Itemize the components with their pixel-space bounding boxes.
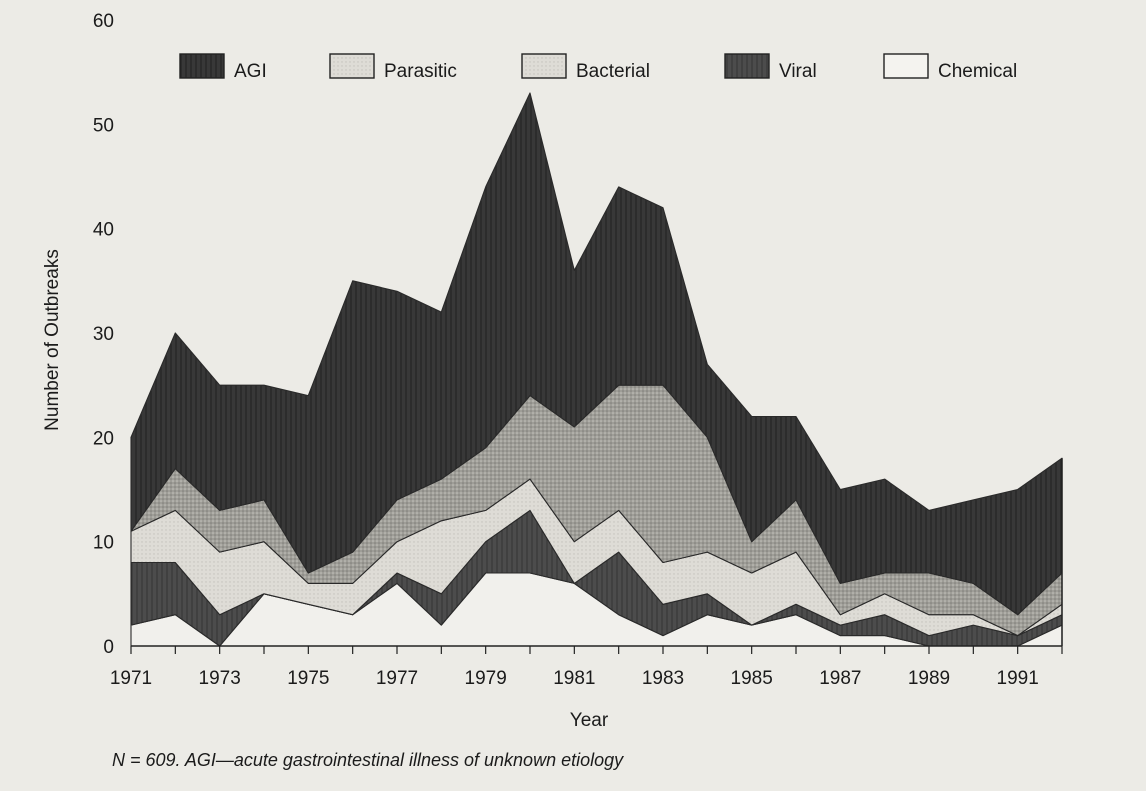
legend-item-parasitic: Parasitic [329, 53, 457, 82]
x-axis-label: Year [570, 710, 609, 731]
legend-label: AGI [234, 61, 267, 82]
legend-item-viral: Viral [724, 53, 817, 82]
x-tick-label: 1989 [908, 668, 950, 689]
y-tick-label: 50 [93, 115, 114, 136]
legend-swatch [179, 53, 225, 79]
legend-item-chemical: Chemical [883, 53, 1017, 82]
legend-swatch [724, 53, 770, 79]
stacked-areas [130, 92, 1063, 647]
y-tick-label: 30 [93, 324, 114, 345]
x-tick-labels: 1971 1973 1975 1977 1979 1981 1983 1985 1987 1989… [110, 646, 1063, 689]
x-tick-label: 1987 [819, 668, 861, 689]
legend: AGI Parasitic Bacterial Viral Chemical [179, 53, 1017, 82]
x-tick-label: 1983 [642, 668, 684, 689]
y-tick-label: 0 [103, 637, 114, 658]
legend-label: Parasitic [384, 61, 457, 82]
legend-swatch [883, 53, 929, 79]
x-tick-label: 1991 [997, 668, 1039, 689]
x-tick-label: 1979 [465, 668, 507, 689]
x-tick-label: 1981 [553, 668, 595, 689]
x-tick-label: 1971 [110, 668, 152, 689]
footnote: N = 609. AGI—acute gastrointestinal illn… [112, 750, 624, 770]
legend-item-bacterial: Bacterial [521, 53, 650, 82]
legend-label: Chemical [938, 61, 1017, 82]
legend-item-agi: AGI [179, 53, 267, 82]
y-tick-label: 10 [93, 533, 114, 554]
y-tick-label: 60 [93, 11, 114, 32]
legend-label: Viral [779, 61, 817, 82]
x-tick-label: 1973 [199, 668, 241, 689]
legend-swatch [329, 53, 375, 79]
y-axis-label: Number of Outbreaks [42, 249, 63, 431]
axes [131, 458, 1063, 647]
x-tick-label: 1977 [376, 668, 418, 689]
legend-label: Bacterial [576, 61, 650, 82]
x-tick-label: 1975 [287, 668, 329, 689]
y-tick-label: 40 [93, 220, 114, 241]
y-tick-label: 20 [93, 428, 114, 449]
y-tick-labels: 0 10 20 30 40 50 60 [93, 11, 114, 658]
x-tick-label: 1985 [731, 668, 773, 689]
legend-swatch [521, 53, 567, 79]
